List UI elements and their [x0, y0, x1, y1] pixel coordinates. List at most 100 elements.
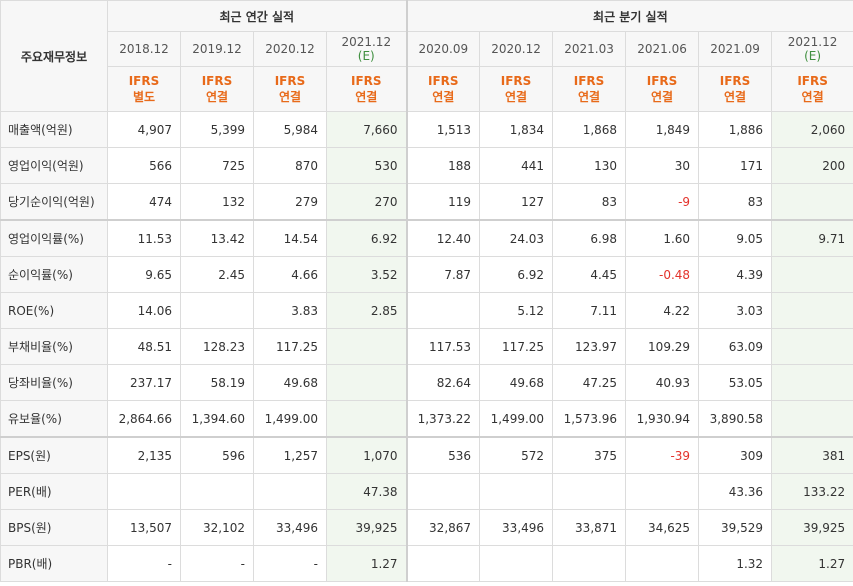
- row-label: 순이익률(%): [0, 256, 108, 293]
- table-cell: 870: [253, 147, 327, 184]
- table-cell: [552, 545, 627, 582]
- table-cell: [771, 364, 853, 401]
- table-cell: 33,496: [253, 509, 327, 546]
- table-cell: -9: [625, 183, 700, 221]
- ifrs-label: IFRS: [500, 74, 532, 88]
- table-cell: [405, 545, 481, 582]
- table-cell: 33,871: [552, 509, 627, 546]
- table-row: 순이익률(%) 9.65 2.45 4.66 3.52 7.87 6.92 4.45 -0.48…: [0, 256, 853, 293]
- table-cell: 109.29: [625, 328, 700, 365]
- table-row: PER(배) 47.38 43.36 133.22: [0, 473, 853, 510]
- table-cell: 5.12: [479, 292, 554, 329]
- period-label: 2020.12: [491, 42, 541, 56]
- group-header-row: 주요재무정보 최근 연간 실적 최근 분기 실적: [0, 0, 853, 112]
- ifrs-label: IFRS: [428, 74, 459, 88]
- period-label: 2018.12: [119, 42, 169, 56]
- ifrs-label: IFRS: [719, 74, 751, 88]
- table-cell: 49.68: [479, 364, 554, 401]
- ifrs-label: IFRS: [646, 74, 678, 88]
- table-cell: 43.36: [698, 473, 773, 510]
- ifrs-label: 연결: [278, 90, 302, 104]
- ifrs-label: 연결: [651, 90, 674, 104]
- table-row: 영업이익(억원) 566 725 870 530 188 441 130 30 171 200: [0, 147, 853, 184]
- table-cell: [771, 183, 853, 221]
- table-body: 매출액(억원) 4,907 5,399 5,984 7,660 1,513 1,834 1,8…: [0, 111, 853, 582]
- table-cell: 1,834: [479, 111, 554, 148]
- table-cell: 1.27: [325, 545, 408, 582]
- ifrs-label: 연결: [355, 90, 378, 104]
- row-label: 당좌비율(%): [0, 364, 108, 401]
- table-cell: 63.09: [698, 328, 773, 365]
- period-label: 2021.03: [564, 42, 614, 56]
- table-cell: [253, 473, 327, 510]
- table-cell: 4,907: [107, 111, 181, 148]
- table-cell: 188: [405, 147, 481, 184]
- table-cell: 2.45: [180, 256, 254, 293]
- ifrs-label: 연결: [578, 90, 601, 104]
- table-cell: 132: [180, 183, 254, 221]
- ifrs-label: IFRS: [201, 74, 233, 88]
- ifrs-header-quarter: IFRS 연결: [405, 66, 481, 112]
- table-row: BPS(원) 13,507 32,102 33,496 39,925 32,867 33,4…: [0, 509, 853, 546]
- table-cell: -39: [625, 436, 700, 474]
- table-cell: 536: [405, 436, 481, 474]
- period-label: 2021.09: [710, 42, 760, 56]
- table-cell: 1,849: [625, 111, 700, 148]
- table-cell: 83: [552, 183, 627, 221]
- table-cell: 2,060: [771, 111, 853, 148]
- row-label: EPS(원): [0, 436, 108, 474]
- row-label: ROE(%): [0, 292, 108, 329]
- table-cell: 24.03: [479, 219, 554, 257]
- ifrs-label: 별도: [132, 90, 156, 104]
- ifrs-label: 연결: [205, 90, 229, 104]
- table-cell: 1,373.22: [405, 400, 481, 438]
- table-cell: [107, 473, 181, 510]
- table-cell: 117.25: [479, 328, 554, 365]
- table-cell: 47.25: [552, 364, 627, 401]
- table-cell: 1,886: [698, 111, 773, 148]
- table-cell: 13.42: [180, 219, 254, 257]
- table-cell: 39,925: [325, 509, 408, 546]
- table-cell: 1.60: [625, 219, 700, 257]
- ifrs-header-quarter: IFRS 연결: [771, 66, 853, 112]
- table-cell: 14.54: [253, 219, 327, 257]
- table-cell: 13,507: [107, 509, 181, 546]
- table-cell: 53.05: [698, 364, 773, 401]
- table-cell: 40.93: [625, 364, 700, 401]
- ifrs-label: 연결: [724, 90, 747, 104]
- table-cell: [771, 292, 853, 329]
- table-cell: 5,399: [180, 111, 254, 148]
- ifrs-label: IFRS: [351, 74, 382, 88]
- period-header-row: 2018.12 2019.12 2020.12 2021.12 (E) 2020.09 20…: [1, 31, 853, 67]
- table-header: 주요재무정보 최근 연간 실적 최근 분기 실적 2018.12 2019.12 2…: [0, 0, 853, 112]
- table-cell: -: [107, 545, 181, 582]
- table-cell: 128.23: [180, 328, 254, 365]
- table-cell: 1.32: [698, 545, 773, 582]
- table-cell: 566: [107, 147, 181, 184]
- table-cell: 30: [625, 147, 700, 184]
- ifrs-label: 연결: [505, 90, 528, 104]
- table-cell: 130: [552, 147, 627, 184]
- table-cell: [479, 473, 554, 510]
- table-row: 부채비율(%) 48.51 128.23 117.25 117.53 117.25 123.…: [0, 328, 853, 365]
- table-cell: 1.27: [771, 545, 853, 582]
- table-cell: 4.39: [698, 256, 773, 293]
- period-header-quarter: 2020.12: [479, 31, 554, 67]
- ifrs-label: IFRS: [274, 74, 306, 88]
- table-cell: 9.65: [107, 256, 181, 293]
- period-label: 2020.12: [265, 42, 315, 56]
- table-cell: 1,499.00: [253, 400, 327, 438]
- table-cell: 1,257: [253, 436, 327, 474]
- table-cell: -: [180, 545, 254, 582]
- table-cell: 1,573.96: [552, 400, 627, 438]
- table-cell: 4.22: [625, 292, 700, 329]
- table-cell: 47.38: [325, 473, 408, 510]
- table-cell: 1,070: [325, 436, 408, 474]
- table-cell: 375: [552, 436, 627, 474]
- table-cell: [625, 473, 700, 510]
- row-label: PER(배): [0, 473, 108, 510]
- table-cell: -0.48: [625, 256, 700, 293]
- table-cell: [405, 473, 481, 510]
- row-label: 부채비율(%): [0, 328, 108, 365]
- table-cell: 441: [479, 147, 554, 184]
